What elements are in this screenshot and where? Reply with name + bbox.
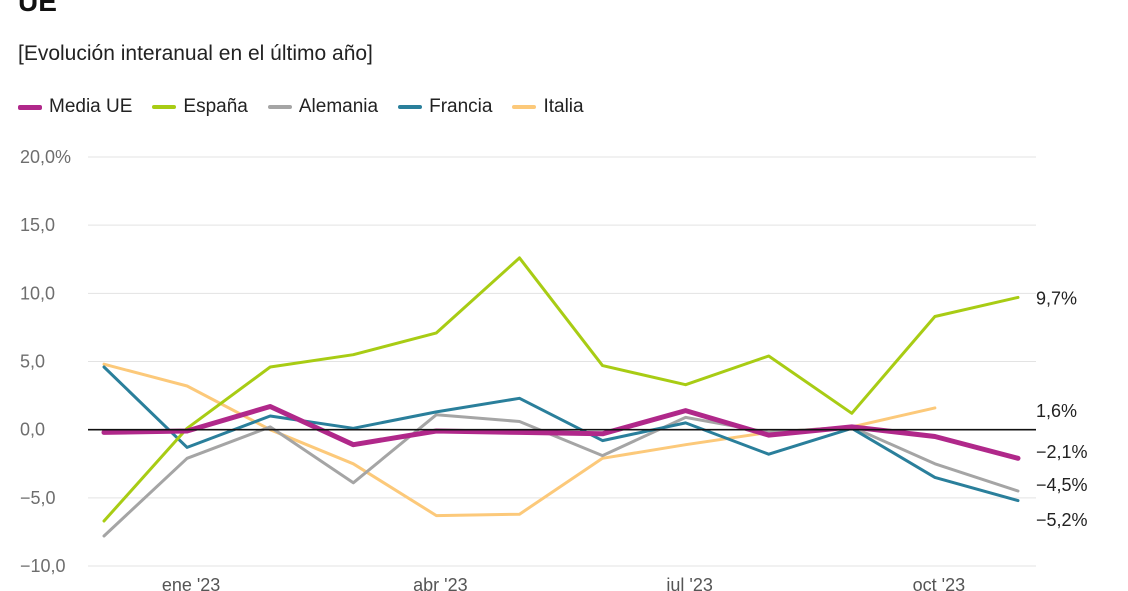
legend-item: Francia xyxy=(398,96,492,118)
y-tick-label: 5,0 xyxy=(20,352,45,372)
legend-item: España xyxy=(152,96,248,118)
legend-swatch xyxy=(18,104,42,110)
y-tick-label: −10,0 xyxy=(20,556,66,576)
legend-swatch xyxy=(512,105,537,109)
end-value-label: −5,2% xyxy=(1036,510,1088,530)
y-tick-label: 15,0 xyxy=(20,215,55,235)
legend-swatch xyxy=(267,105,292,109)
chart-title: UE xyxy=(18,0,57,17)
legend-swatch xyxy=(398,105,423,109)
series-line-alemania xyxy=(102,413,1020,538)
series-line-media-ue xyxy=(101,404,1021,461)
end-value-label: 1,6% xyxy=(1036,401,1077,421)
legend-label: España xyxy=(183,96,248,117)
x-tick-label: ene '23 xyxy=(162,575,221,591)
chart-legend: Media UE España Alemania Francia Italia xyxy=(18,96,584,118)
legend-label: Alemania xyxy=(298,96,379,117)
legend-swatch xyxy=(152,105,177,109)
legend-label: Italia xyxy=(543,96,584,117)
y-tick-label: 20,0% xyxy=(20,147,71,167)
legend-label: Media UE xyxy=(49,96,133,117)
end-value-label: −4,5% xyxy=(1036,475,1088,495)
legend-item: Italia xyxy=(512,96,584,118)
series-line-francia xyxy=(102,365,1020,503)
y-tick-label: −5,0 xyxy=(20,488,56,508)
y-tick-label: 0,0 xyxy=(20,420,45,440)
series-line-espana xyxy=(102,256,1020,523)
x-tick-label: abr '23 xyxy=(413,575,467,591)
legend-label: Francia xyxy=(429,96,493,117)
chart-subtitle: [Evolución interanual en el último año] xyxy=(18,42,373,65)
y-tick-label: 10,0 xyxy=(20,283,55,303)
x-tick-label: jul '23 xyxy=(665,575,712,591)
legend-item: Alemania xyxy=(267,96,379,118)
end-value-label: −2,1% xyxy=(1036,442,1088,462)
legend-item: Media UE xyxy=(18,96,132,118)
x-tick-label: oct '23 xyxy=(913,575,965,591)
end-value-label: 9,7% xyxy=(1036,288,1077,308)
